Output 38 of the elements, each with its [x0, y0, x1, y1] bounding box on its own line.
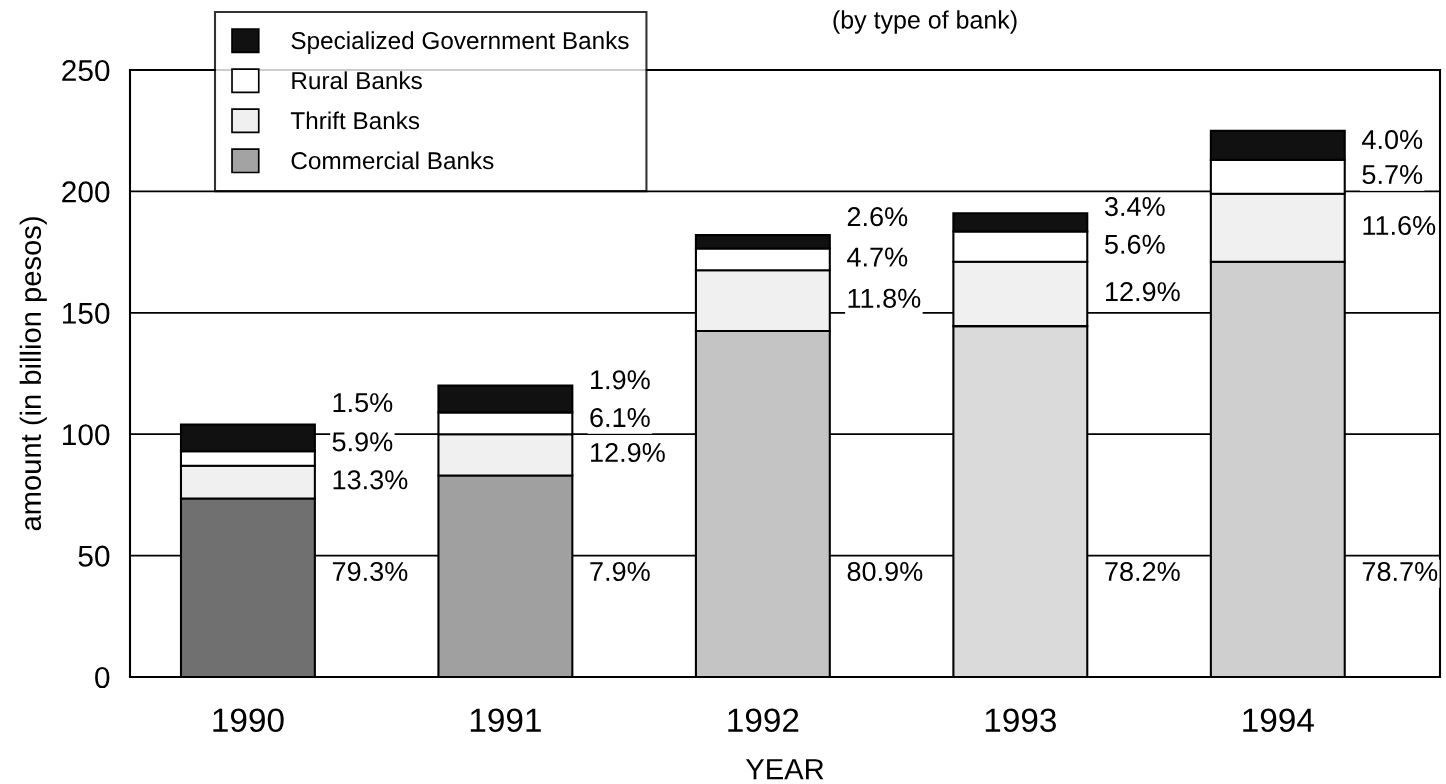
y-tick-label: 200 [62, 181, 110, 203]
y-tick-label: 0 [95, 666, 110, 689]
annotation: 1.5% [333, 393, 393, 413]
y-tick-label: 150 [63, 302, 110, 324]
legend-label: Rural Banks [292, 71, 422, 90]
legend-label: Specialized Government Banks [291, 31, 629, 54]
annotation: 5.9% [332, 432, 393, 452]
annotation: 5.6% [1105, 234, 1165, 254]
annotation: 13.3% [333, 470, 408, 490]
annotation: 5.7% [1362, 165, 1423, 185]
x-tick-label: 1993 [985, 708, 1056, 733]
x-tick-label: 1990 [213, 708, 284, 733]
x-tick-label: 1992 [728, 708, 799, 733]
annotation: 12.9% [1106, 282, 1180, 302]
x-axis-title: YEAR [745, 759, 824, 780]
chart-title: (by type of bank) [833, 10, 1017, 34]
y-tick-label: 100 [63, 424, 110, 446]
annotation: 4.0% [1362, 129, 1423, 150]
annotation: 11.6% [1363, 215, 1436, 236]
legend-label: Commercial Banks [291, 151, 494, 170]
annotation: 78.7% [1362, 561, 1438, 582]
annotation: 4.7% [847, 247, 908, 267]
annotation: 12.9% [591, 442, 665, 463]
annotation: 80.9% [847, 561, 923, 582]
x-tick-label: 1991 [470, 708, 541, 733]
annotation: 7.9% [590, 561, 650, 582]
y-tick-label: 50 [78, 545, 110, 567]
annotation: 79.3% [332, 561, 408, 582]
annotation: 11.8% [848, 288, 921, 308]
annotation: 1.9% [591, 370, 650, 390]
annotation: 6.1% [590, 407, 650, 428]
annotation: 3.4% [1104, 196, 1165, 217]
y-tick-label: 250 [62, 59, 110, 82]
legend-label: Thrift Banks [290, 111, 420, 130]
x-tick-label: 1994 [1243, 708, 1314, 733]
y-axis-title: amount (in billion pesos) [19, 217, 47, 531]
annotation: 2.6% [847, 207, 908, 227]
annotation: 78.2% [1105, 561, 1180, 582]
